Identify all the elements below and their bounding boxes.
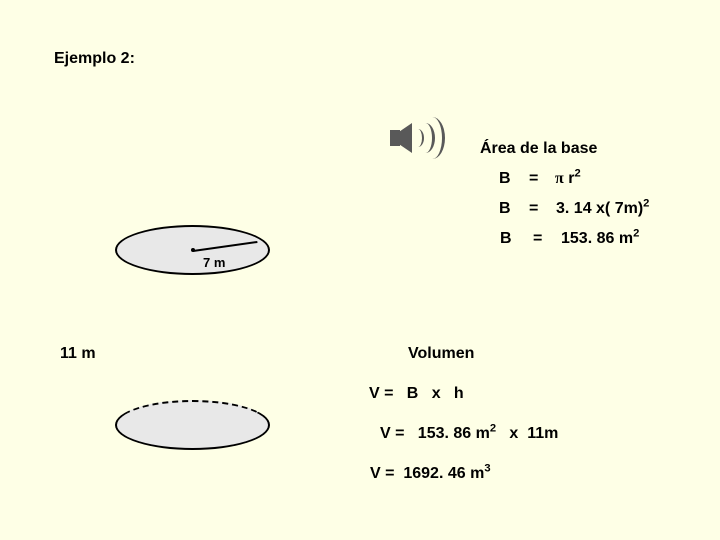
audio-icon <box>390 115 450 160</box>
area-heading: Área de la base <box>480 140 597 158</box>
area-row-2-rhs: 3. 14 x( 7m)2 <box>556 200 649 218</box>
area-row-3-eq: = <box>533 230 542 248</box>
area-row-1-rhs: π r2 <box>555 170 581 188</box>
height-label: 11 m <box>60 345 96 363</box>
example-title: Ejemplo 2: <box>54 50 135 68</box>
area-row-1-lhs: B <box>499 170 511 188</box>
volume-row-3: V = 1692. 46 m3 <box>370 465 491 483</box>
area-row-3-lhs: B <box>500 230 512 248</box>
volume-heading: Volumen <box>408 345 474 363</box>
radius-label: 7 m <box>203 255 225 270</box>
cylinder-diagram <box>115 225 270 435</box>
area-row-2-lhs: B <box>499 200 511 218</box>
area-row-1-eq: = <box>529 170 538 188</box>
volume-row-1: V = B x h <box>369 385 464 403</box>
area-row-2-eq: = <box>529 200 538 218</box>
area-row-3-rhs: 153. 86 m2 <box>561 230 639 248</box>
volume-row-2: V = 153. 86 m2 x 11m <box>380 425 558 443</box>
